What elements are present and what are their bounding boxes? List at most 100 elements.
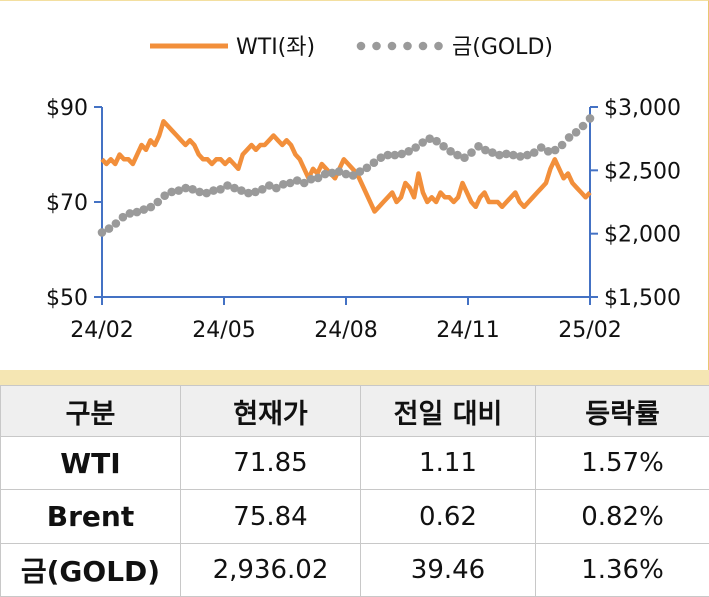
change-value: 0.62	[360, 489, 536, 544]
price-table: 구분 현재가 전일 대비 등락률 WTI 71.85 1.11 1.57% Br…	[0, 384, 709, 597]
gold-point	[495, 150, 504, 160]
gold-point	[327, 168, 337, 178]
gold-point	[543, 147, 553, 156]
gold-point	[125, 209, 135, 218]
gold-point	[418, 138, 428, 147]
gold-point	[404, 147, 414, 156]
gold-point	[341, 169, 351, 179]
legend-gold-swatch-dot	[356, 41, 366, 51]
y-right-tick-label: $2,000	[604, 223, 681, 248]
gold-point	[369, 158, 379, 167]
gold-point	[265, 181, 274, 190]
gold-point	[153, 197, 163, 207]
current-price: 71.85	[180, 436, 361, 491]
gold-point	[111, 219, 121, 228]
gold-point	[390, 150, 400, 160]
gold-point	[181, 183, 190, 193]
gold-point	[446, 147, 455, 156]
gold-point	[411, 143, 421, 152]
legend-gold-label: 금(GOLD)	[452, 35, 553, 60]
gold-point	[306, 174, 316, 184]
gold-point	[272, 183, 281, 193]
gold-point	[571, 128, 581, 137]
gold-point	[383, 150, 393, 160]
gold-point	[104, 224, 114, 233]
header-current-price: 현재가	[180, 384, 361, 438]
row-label: 금(GOLD)	[0, 542, 181, 597]
gold-point	[139, 205, 149, 214]
legend-gold-swatch-dot	[372, 41, 381, 51]
gold-point	[439, 142, 448, 151]
gold-point	[467, 148, 476, 157]
gold-point	[244, 188, 253, 198]
change-value: 39.46	[360, 542, 536, 597]
divider-band	[0, 370, 709, 385]
gold-point	[118, 212, 128, 222]
gold-point	[348, 171, 358, 180]
gold-point	[502, 149, 511, 159]
wti-line	[100, 119, 592, 214]
gold-point	[334, 167, 344, 176]
y-right-tick-label: $2,500	[604, 159, 681, 184]
price-chart: $50 $70 $90 $1,500 $2,000 $2,500 $3,000 24/02 24…	[46, 35, 681, 343]
gold-point	[160, 191, 169, 200]
change-rate: 1.57%	[535, 436, 709, 491]
gold-point	[578, 121, 588, 131]
gold-point	[355, 167, 365, 176]
table-header-row: 구분 현재가 전일 대비 등락률	[0, 384, 709, 438]
gold-point	[432, 136, 441, 146]
gold-point	[202, 188, 211, 198]
x-tick-label: 25/02	[558, 318, 621, 343]
gold-point	[258, 185, 267, 194]
gold-point	[188, 185, 197, 194]
gold-point	[474, 142, 483, 151]
gold-point	[209, 186, 218, 195]
legend-gold-swatch-dot	[434, 41, 443, 51]
gold-point	[585, 114, 595, 123]
gold-point	[536, 143, 546, 152]
gold-point	[285, 178, 295, 188]
table-row: WTI 71.85 1.11 1.57%	[0, 436, 709, 491]
table-row: 금(GOLD) 2,936.02 39.46 1.36%	[0, 542, 709, 597]
gold-point	[299, 178, 309, 188]
gold-point	[216, 185, 225, 194]
legend-gold-swatch-dot	[418, 41, 428, 51]
chart-panel: $50 $70 $90 $1,500 $2,000 $2,500 $3,000 24/02 24…	[0, 0, 709, 370]
x-tick-label: 24/11	[436, 318, 499, 343]
gold-point	[195, 187, 204, 197]
gold-point	[516, 152, 525, 161]
y-left-tick-label: $90	[46, 96, 88, 121]
gold-point	[397, 149, 407, 159]
gold-point	[509, 150, 518, 160]
gold-point	[132, 207, 142, 217]
y-right-tick-label: $1,500	[604, 286, 681, 311]
row-label: Brent	[0, 489, 181, 544]
gold-point	[460, 153, 469, 162]
gold-point	[481, 145, 490, 155]
gold-point	[564, 133, 574, 142]
gold-point	[146, 202, 156, 212]
change-value: 1.11	[360, 436, 536, 491]
gold-point	[488, 148, 497, 157]
legend-gold-swatch-dot	[387, 41, 397, 51]
gold-point	[313, 173, 323, 183]
y-right-tick-label: $3,000	[604, 96, 681, 121]
gold-point	[237, 186, 246, 195]
gold-point	[230, 183, 239, 193]
gold-point	[425, 134, 435, 143]
gold-point	[550, 145, 560, 155]
x-tick-label: 24/05	[192, 318, 255, 343]
header-change-rate: 등락률	[535, 384, 709, 438]
change-rate: 0.82%	[535, 489, 709, 544]
gold-point	[362, 163, 372, 173]
gold-point	[320, 169, 330, 179]
gold-point	[223, 181, 232, 190]
row-label: WTI	[0, 436, 181, 491]
legend-gold-swatch-dot	[403, 41, 412, 51]
current-price: 2,936.02	[180, 542, 361, 597]
current-price: 75.84	[180, 489, 361, 544]
x-tick-label: 24/02	[70, 318, 133, 343]
gold-point	[453, 150, 462, 160]
gold-point	[523, 150, 532, 160]
gold-point	[174, 186, 183, 195]
